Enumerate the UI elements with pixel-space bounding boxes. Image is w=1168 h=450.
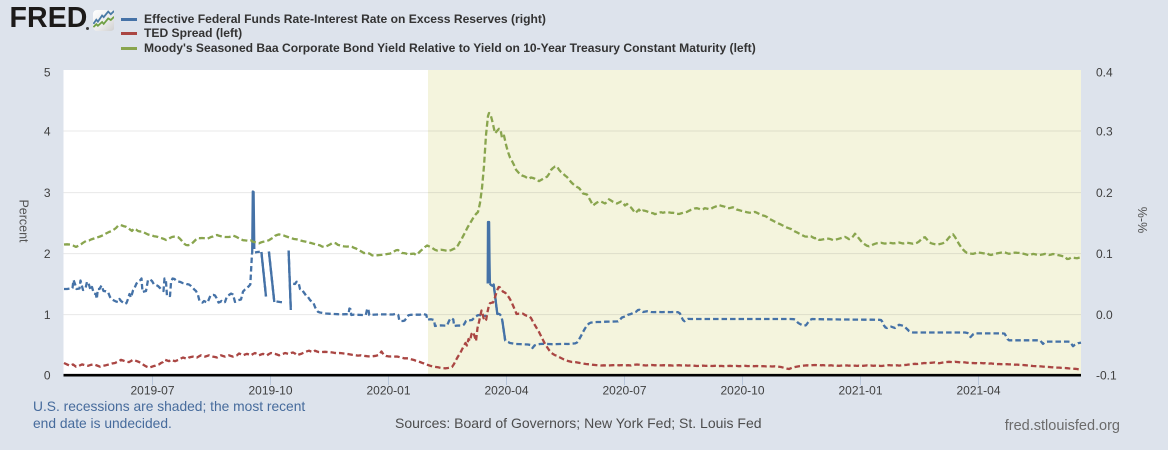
svg-text:2019-07: 2019-07 xyxy=(130,384,174,398)
svg-text:0.0: 0.0 xyxy=(1096,308,1113,322)
svg-text:2: 2 xyxy=(44,247,51,261)
svg-text:5: 5 xyxy=(44,66,51,80)
svg-text:2020-10: 2020-10 xyxy=(720,384,764,398)
svg-text:0.1: 0.1 xyxy=(1096,247,1113,261)
svg-text:-0.1: -0.1 xyxy=(1096,369,1117,383)
svg-text:3: 3 xyxy=(44,186,51,200)
svg-text:2019-10: 2019-10 xyxy=(248,384,292,398)
svg-text:1: 1 xyxy=(44,308,51,322)
svg-text:2020-04: 2020-04 xyxy=(484,384,528,398)
svg-text:2020-07: 2020-07 xyxy=(602,384,646,398)
svg-text:%-%: %-% xyxy=(1135,207,1149,233)
svg-text:2021-04: 2021-04 xyxy=(956,384,1000,398)
svg-text:0.4: 0.4 xyxy=(1096,66,1113,80)
svg-text:0.3: 0.3 xyxy=(1096,124,1113,138)
svg-text:0: 0 xyxy=(44,369,51,383)
svg-text:4: 4 xyxy=(44,124,51,138)
svg-text:2020-01: 2020-01 xyxy=(366,384,410,398)
svg-text:Percent: Percent xyxy=(17,199,31,243)
svg-text:0.2: 0.2 xyxy=(1096,186,1113,200)
svg-text:2021-01: 2021-01 xyxy=(838,384,882,398)
